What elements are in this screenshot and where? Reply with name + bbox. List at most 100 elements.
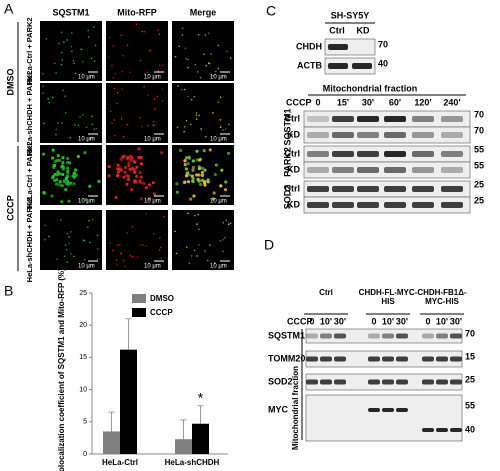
signal-dot [144, 186, 148, 190]
signal-dot [159, 246, 162, 249]
signal-dot [185, 58, 187, 60]
signal-dot [191, 165, 195, 170]
signal-dot [212, 191, 216, 195]
signal-dot [96, 234, 99, 237]
signal-dot [60, 164, 65, 168]
blot-band [306, 333, 318, 339]
signal-dot [123, 170, 127, 174]
signal-dot [139, 244, 142, 246]
blot-band [384, 186, 406, 192]
signal-dot [219, 96, 222, 99]
signal-dot [157, 69, 160, 72]
signal-dot [161, 88, 164, 90]
blot-band [332, 151, 354, 157]
blot-band [450, 356, 462, 362]
bar [103, 431, 120, 454]
signal-dot [57, 183, 61, 187]
blot-band [307, 167, 329, 173]
blot-name: ACTB [297, 60, 322, 70]
signal-dot [124, 265, 126, 267]
signal-dot [148, 50, 150, 52]
blot-band [332, 132, 354, 138]
signal-dot [183, 159, 187, 163]
y-tick-label: 15 [79, 354, 87, 361]
signal-dot [131, 166, 135, 170]
signal-dot [186, 162, 190, 166]
blot-band [368, 356, 380, 362]
signal-dot [185, 119, 188, 122]
blot-band [396, 356, 408, 362]
signal-dot [119, 157, 123, 162]
signal-dot [64, 244, 67, 246]
signal-dot [190, 174, 194, 178]
signal-dot [161, 64, 164, 67]
signal-dot [219, 126, 222, 128]
signal-dot [226, 151, 231, 155]
signal-dot [201, 173, 205, 177]
signal-dot [220, 168, 224, 172]
signal-dot [91, 219, 94, 221]
signal-dot [193, 249, 196, 252]
signal-dot [138, 116, 141, 119]
signal-dot [135, 165, 139, 169]
signal-dot [191, 179, 195, 183]
group-label-text: CHDH-FB1Δ-MYC-HIS [417, 288, 467, 306]
signal-dot [115, 259, 118, 261]
signal-dot [179, 148, 183, 153]
blot-band [328, 44, 348, 50]
signal-dot [194, 214, 196, 217]
signal-dot [71, 174, 75, 178]
scale-bar-label: 10 μm [210, 199, 227, 205]
signal-dot [217, 44, 220, 47]
mw-marker: 25 [474, 179, 484, 189]
signal-dot [175, 252, 178, 255]
signal-dot [42, 190, 46, 195]
signal-dot [74, 173, 79, 177]
blot-band [412, 116, 434, 122]
signal-dot [208, 148, 212, 152]
signal-dot [122, 135, 125, 138]
blot-band [320, 356, 332, 362]
row-label: Ctrl [285, 113, 301, 123]
blot-strip [324, 38, 376, 56]
signal-dot [222, 238, 224, 241]
signal-dot [112, 76, 115, 79]
signal-dot [183, 180, 187, 184]
signal-dot [137, 147, 141, 151]
mw-marker: 55 [474, 144, 484, 154]
mw-marker: 70 [378, 39, 388, 49]
signal-dot [225, 128, 227, 130]
blot-band [357, 186, 379, 192]
signal-dot [177, 85, 179, 87]
y-axis-label: Colocalization coefficient of SQSTM1 and… [57, 268, 66, 471]
signal-dot [190, 255, 193, 257]
signal-dot [178, 45, 181, 48]
signal-dot [200, 170, 205, 175]
blot-band [332, 116, 354, 122]
group-label: CHDH-FL-MYC-HIS [359, 288, 418, 306]
signal-dot [195, 112, 198, 114]
blot-band [307, 202, 329, 208]
signal-dot [61, 167, 65, 171]
signal-dot [56, 170, 60, 174]
scale-bar-label: 10 μm [78, 137, 95, 143]
signal-dot [145, 213, 148, 215]
signal-dot [107, 164, 111, 169]
signal-dot [89, 138, 92, 141]
blot-band [382, 408, 394, 412]
signal-dot [175, 182, 179, 186]
blot-band [412, 186, 434, 192]
signal-dot [122, 54, 124, 57]
micrograph [106, 83, 168, 143]
signal-dot [55, 178, 59, 182]
mw-marker: 55 [465, 400, 475, 410]
signal-dot [188, 262, 191, 264]
signal-dot [64, 112, 67, 114]
signal-dot [126, 175, 131, 179]
signal-dot [53, 62, 56, 65]
signal-dot [141, 30, 144, 33]
blot-band [382, 356, 394, 362]
signal-dot [186, 171, 190, 175]
signal-dot [119, 243, 121, 246]
